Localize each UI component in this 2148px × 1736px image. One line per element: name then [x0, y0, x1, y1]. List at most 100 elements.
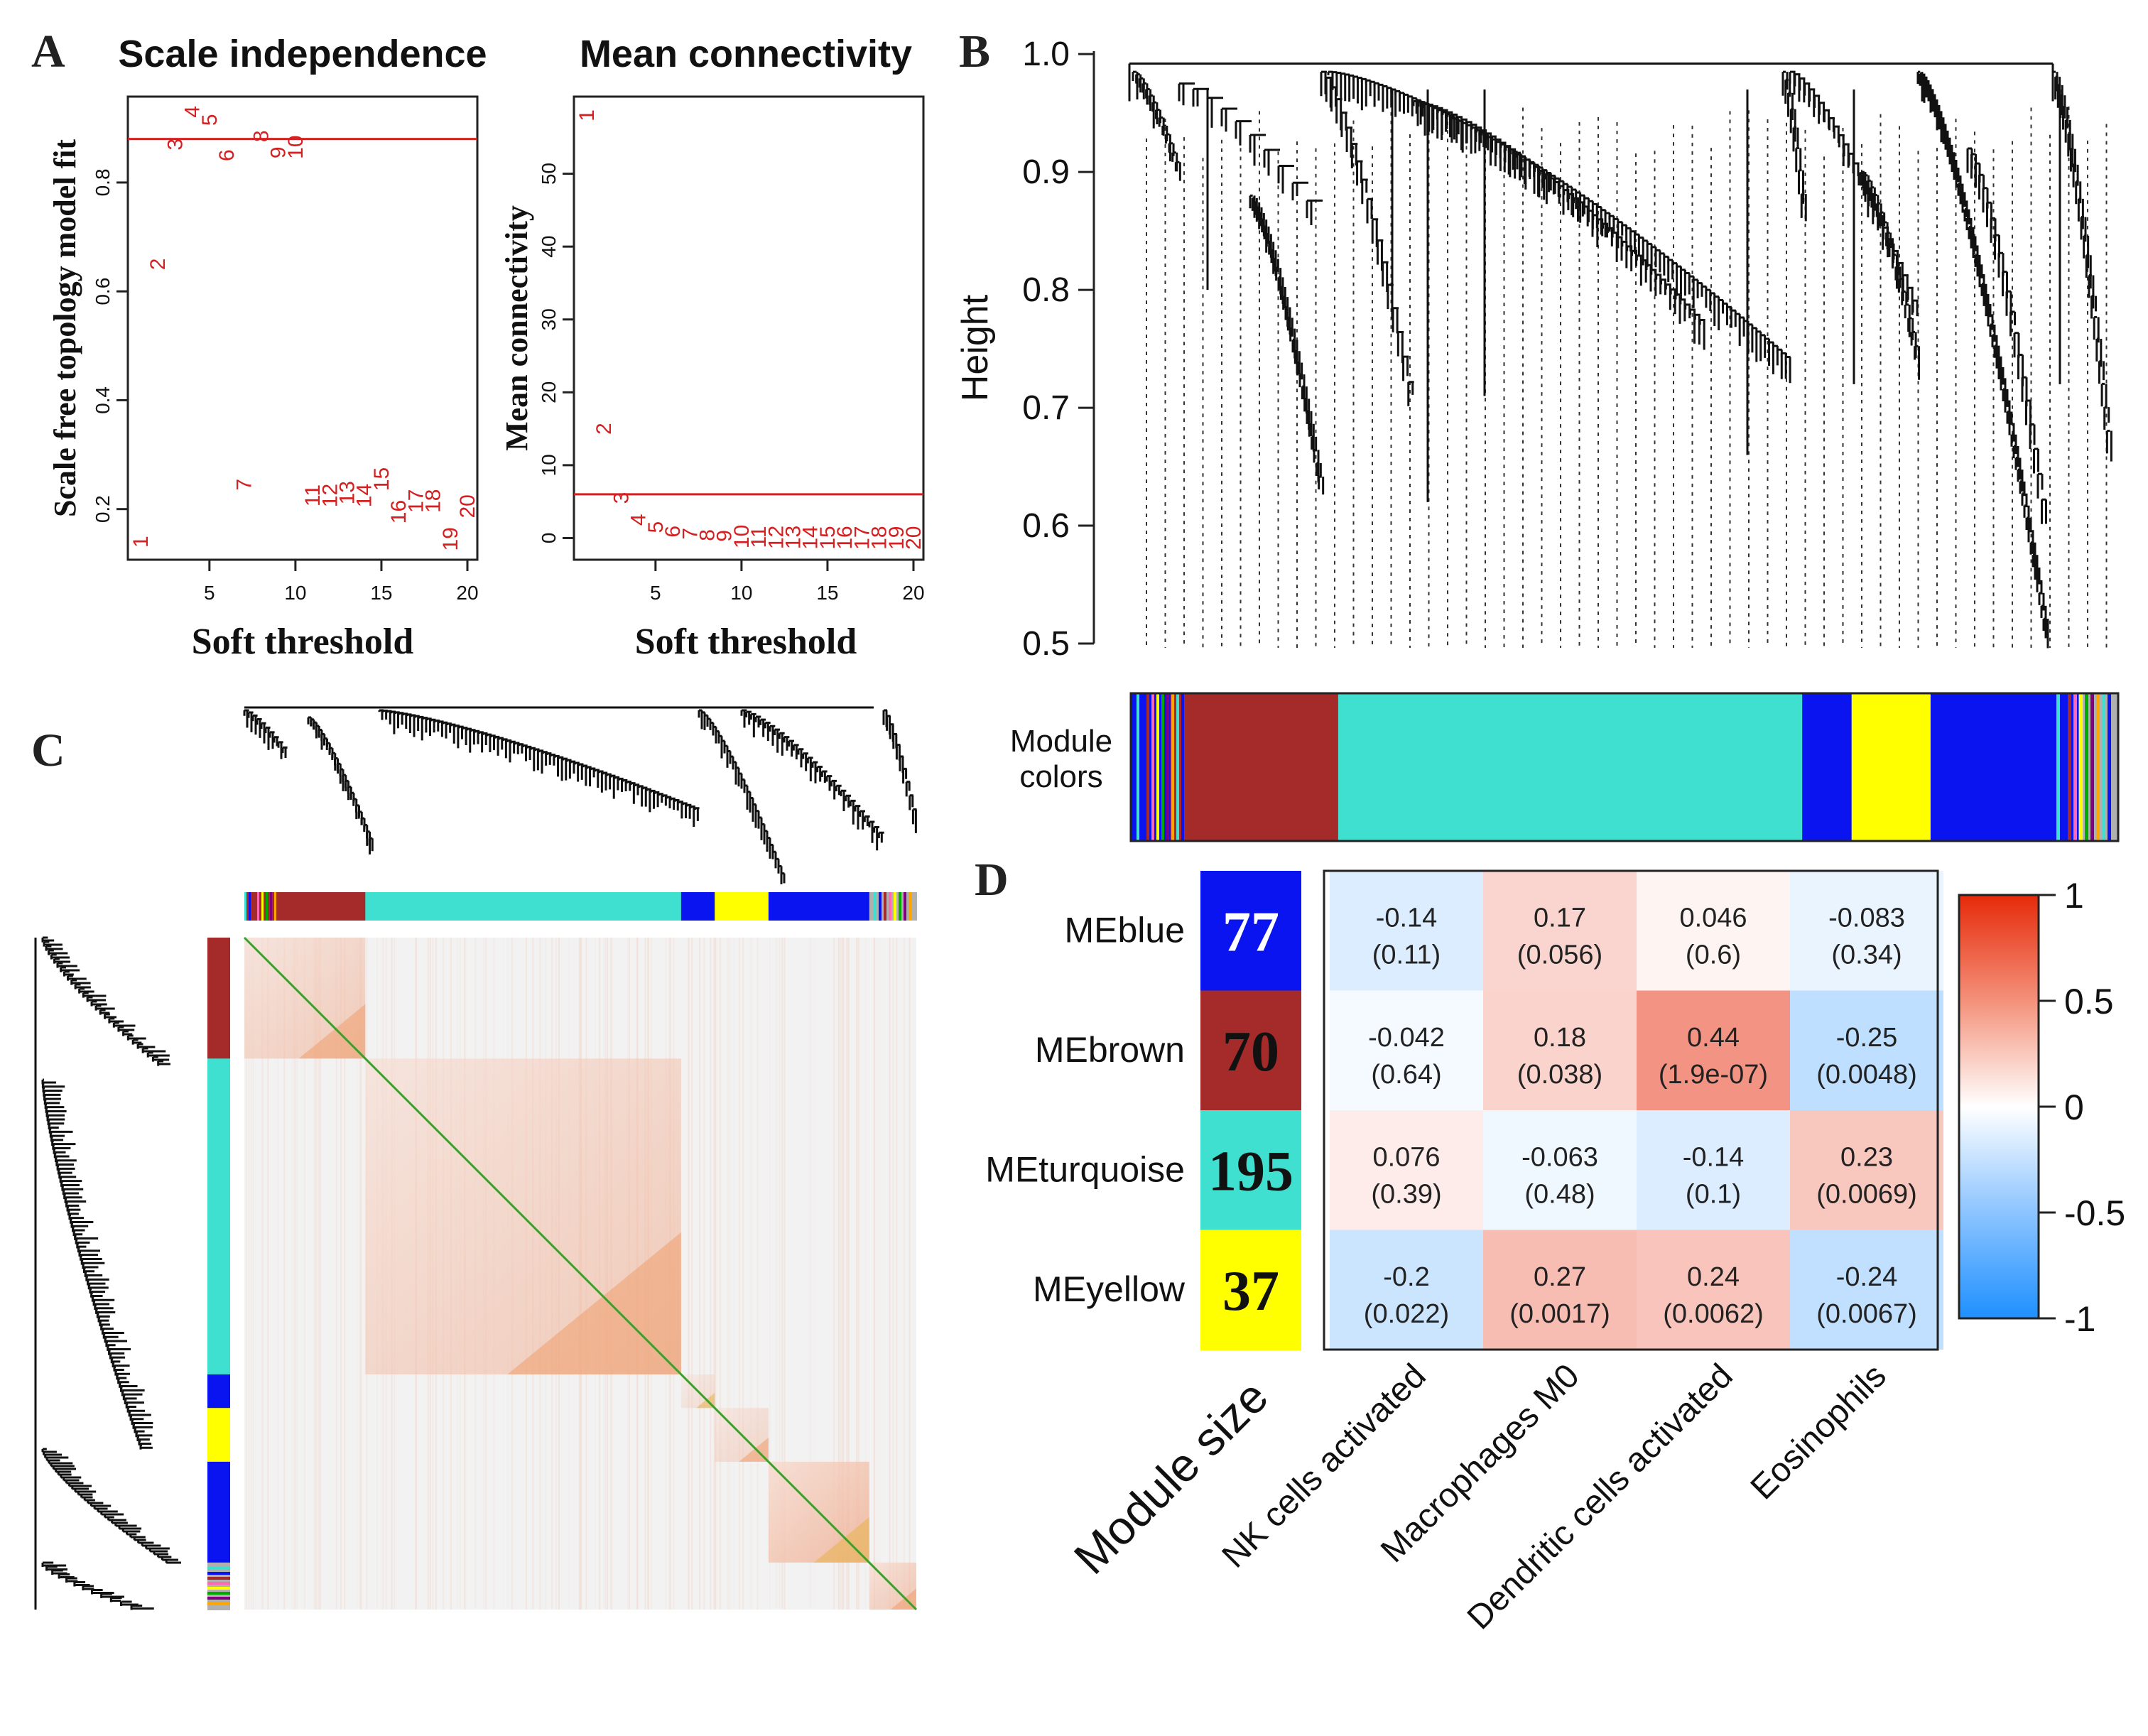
- tom-texture-stripe: [856, 938, 858, 1610]
- tom-texture-stripe: [267, 938, 269, 1610]
- heat-cell-value: -0.042: [1368, 1023, 1445, 1053]
- heat-cell-pvalue: (1.9e-07): [1659, 1060, 1768, 1090]
- tom-texture-stripe: [261, 938, 264, 1610]
- tom-top-stripe: [244, 892, 246, 921]
- module-color-stripe: [1141, 693, 1144, 841]
- mean-connectivity-point-2: 2: [592, 423, 616, 435]
- scale-independence-point-19: 19: [439, 527, 462, 550]
- module-color-stripe: [1171, 693, 1174, 841]
- heat-cell-MEyellow-2: [1637, 1230, 1790, 1350]
- mean-connectivity-ytick-label: 0: [538, 533, 560, 544]
- tom-top-stripe: [249, 892, 251, 921]
- tom-top-color-blue: [768, 892, 870, 921]
- trait-column-label: Dendritic cells activated: [1460, 1357, 1740, 1637]
- scale-independence-point-16: 16: [387, 500, 411, 523]
- module-color-segment-turquoise: [1338, 693, 1803, 841]
- mean-connectivity-point-4: 4: [627, 514, 651, 526]
- module-colors-label-line1: Module: [1010, 724, 1112, 759]
- tom-texture-stripe: [813, 938, 815, 1610]
- tom-top-color-brown: [244, 892, 367, 921]
- scale-independence-point-1: 1: [129, 536, 153, 548]
- module-color-stripe: [2090, 693, 2094, 841]
- scale-independence-xtick-label: 20: [456, 582, 478, 604]
- tom-texture-stripe: [743, 938, 744, 1610]
- panel-label-b: B: [959, 26, 990, 77]
- tom-top-stripe: [874, 892, 877, 921]
- module-color-stripe: [2073, 693, 2077, 841]
- tom-left-color-blue: [207, 1461, 230, 1563]
- scale-independence-xtick-label: 5: [204, 582, 215, 604]
- module-color-segment-yellow: [1851, 693, 1931, 841]
- heat-cell-value: 0.076: [1372, 1142, 1440, 1172]
- heat-cell-MEblue-2: [1637, 871, 1790, 991]
- tom-texture-stripe: [291, 938, 293, 1610]
- module-trait-heatmap: 77 70 195 37 MEblue MEbrown MEturquoise MEyell…: [985, 869, 2125, 1637]
- heat-cell-value: -0.2: [1383, 1262, 1429, 1292]
- mean-connectivity-xtick-label: 20: [902, 582, 924, 604]
- heat-cell-pvalue: (0.39): [1371, 1179, 1441, 1209]
- mean-connectivity-xtick-label: 5: [650, 582, 661, 604]
- tom-heatmap-plot: [34, 706, 918, 1611]
- tom-texture-stripe: [879, 938, 881, 1610]
- module-color-stripe: [1176, 693, 1179, 841]
- heat-cell-MEblue-3: [1790, 871, 1943, 991]
- panel-label-c: C: [31, 725, 65, 776]
- heat-cell-MEbrown-0: [1330, 990, 1483, 1110]
- tom-texture-stripe: [344, 938, 346, 1610]
- tom-texture-stripe: [842, 938, 845, 1610]
- tom-left-stripe: [207, 1592, 230, 1595]
- heat-cell-value: 0.17: [1534, 903, 1586, 933]
- tom-texture-stripe: [335, 938, 337, 1610]
- tom-texture-stripe: [889, 938, 891, 1610]
- tom-texture-stripe: [303, 938, 305, 1610]
- mean-connectivity-point-13: 13: [782, 526, 806, 549]
- tom-texture-stripe: [783, 938, 786, 1610]
- mean-connectivity-ytick-label: 50: [538, 163, 560, 185]
- tom-texture-stripe: [810, 938, 812, 1610]
- dendrogram-ytick-label: 1.0: [1022, 36, 1070, 73]
- scale-independence-ytick-label: 0.2: [92, 495, 114, 523]
- tom-texture-stripe: [316, 938, 318, 1610]
- mean-connectivity-xlabel: Soft threshold: [635, 622, 857, 662]
- scale-independence-point-9: 9: [267, 146, 291, 158]
- tom-texture-stripe: [750, 938, 752, 1610]
- scale-independence-point-14: 14: [353, 484, 376, 507]
- scale-independence-point-7: 7: [232, 479, 256, 491]
- mean-connectivity-point-19: 19: [885, 526, 908, 550]
- tom-texture-stripe: [248, 938, 250, 1610]
- tom-texture-stripe: [700, 938, 702, 1610]
- tom-texture-stripe: [688, 938, 690, 1610]
- scale-independence-point-17: 17: [404, 489, 428, 513]
- heat-cell-value: 0.046: [1679, 903, 1747, 933]
- tom-texture-stripe: [841, 938, 843, 1610]
- mean-connectivity-xtick-label: 15: [816, 582, 838, 604]
- module-trait-frame: [1323, 869, 1939, 1351]
- module-color-stripe: [1166, 693, 1169, 841]
- heat-cell-pvalue: (0.0067): [1816, 1299, 1917, 1329]
- tom-top-stripe: [908, 892, 911, 921]
- tom-texture-stripe: [779, 938, 781, 1610]
- module-size-value: 70: [1222, 1021, 1279, 1083]
- module-row-label: MEturquoise: [985, 1149, 1185, 1189]
- scale-independence-plot: Scale independence 5 10 15 200.20.40.60.8 1…: [48, 33, 487, 662]
- tom-top-stripe: [879, 892, 882, 921]
- tom-texture-stripe: [876, 938, 878, 1610]
- module-color-stripe: [2108, 693, 2111, 841]
- tom-texture-stripe: [720, 938, 722, 1610]
- module-row-label: MEbrown: [1035, 1030, 1185, 1070]
- heat-cell-MEblue-0: [1330, 871, 1483, 991]
- module-color-segment-brown: [1170, 693, 1339, 841]
- tom-texture-stripe: [319, 938, 321, 1610]
- tom-left-stripe: [207, 1602, 230, 1605]
- tom-top-stripe: [274, 892, 276, 921]
- mean-connectivity-point-15: 15: [816, 526, 840, 549]
- heat-cell-MEyellow-3: [1790, 1230, 1943, 1350]
- tom-texture-stripe: [359, 938, 361, 1610]
- module-color-stripe: [2056, 693, 2060, 841]
- scale-independence-point-20: 20: [456, 494, 479, 518]
- heat-cell-pvalue: (0.056): [1517, 940, 1602, 970]
- tom-top-stripe: [270, 892, 272, 921]
- tom-texture-stripe: [729, 938, 731, 1610]
- tom-texture-stripe: [873, 938, 875, 1610]
